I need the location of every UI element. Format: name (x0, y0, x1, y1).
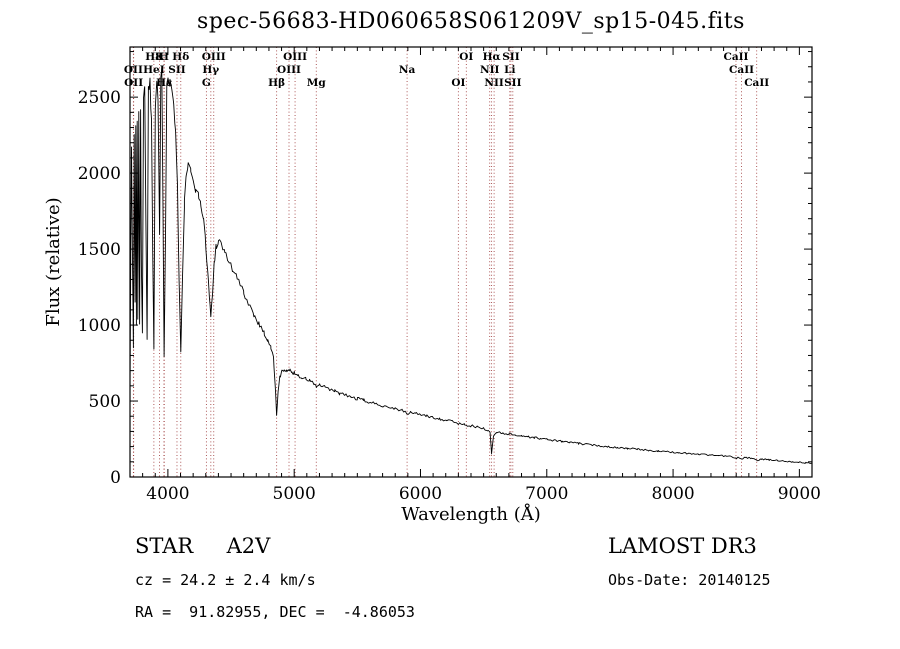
spectral-line-label: CaII (723, 51, 748, 63)
spectral-line-label: Hβ (268, 77, 285, 89)
spectral-line-label: Hγ (202, 64, 219, 76)
spectral-line-label: OIII (202, 51, 226, 63)
spectral-line-label: Hδ (172, 51, 189, 63)
coordinates-text: RA = 91.82955, DEC = -4.86053 (135, 603, 415, 621)
y-tick-label: 500 (89, 392, 121, 412)
spectral-line-label: Na (399, 64, 416, 76)
spectral-line-label: NII (484, 77, 504, 89)
spectral-line-label: OI (451, 77, 465, 89)
spectral-line-label: Hα (483, 51, 501, 63)
classification-text: STAR A2V (135, 534, 271, 558)
axis-ticks (130, 47, 812, 478)
spectral-line-label: NII (480, 64, 500, 76)
x-tick-label: 8000 (651, 484, 694, 504)
x-tick-label: 5000 (273, 484, 316, 504)
y-tick-label: 2500 (78, 88, 121, 108)
survey-text: LAMOST DR3 (608, 534, 757, 558)
spectral-line-label: Li (504, 64, 515, 76)
y-tick-label: 1000 (78, 316, 121, 336)
spectral-line-label: H (159, 51, 169, 63)
obs-date-text: Obs-Date: 20140125 (608, 571, 771, 589)
redshift-velocity-text: cz = 24.2 ± 2.4 km/s (135, 571, 316, 589)
x-tick-label: 9000 (778, 484, 821, 504)
spectral-line-label: OI (459, 51, 473, 63)
spectral-line-label: Mg (307, 77, 327, 89)
x-axis-label: Wavelength (Å) (401, 504, 541, 525)
y-tick-label: 2000 (78, 164, 121, 184)
plot-frame (129, 46, 813, 478)
spectral-line-label: CaII (729, 64, 754, 76)
spectral-line-label: SII (502, 51, 519, 63)
spectral-line-markers (132, 47, 758, 477)
spectral-line-label: SII (504, 77, 521, 89)
x-tick-label: 4000 (146, 484, 189, 504)
y-tick-label: 0 (110, 468, 121, 488)
spectral-line-label: CaII (744, 77, 769, 89)
spectral-line-label: K (155, 51, 165, 63)
spectral-line-label: H8 (145, 51, 162, 63)
spectral-line-label: Hε (156, 77, 172, 89)
plot-title: spec-56683-HD060658S061209V_sp15-045.fit… (197, 9, 745, 34)
spectral-line-label: HeI (143, 64, 165, 76)
spectral-line-label: G (202, 77, 211, 89)
spectral-line-label: OIII (277, 64, 301, 76)
x-tick-label: 6000 (399, 484, 442, 504)
spectral-line-label: OIII (283, 51, 307, 63)
x-tick-label: 7000 (525, 484, 568, 504)
spectral-line-label: OII (124, 64, 143, 76)
y-tick-labels: 0 500 1000 1500 2000 2500 (78, 88, 121, 488)
x-tick-labels: 4000 5000 6000 7000 8000 9000 (146, 484, 821, 504)
y-tick-label: 1500 (78, 240, 121, 260)
spectral-line-label: OII (124, 77, 143, 89)
spectral-line-label: SII (168, 64, 185, 76)
spectrum-line (129, 67, 813, 464)
